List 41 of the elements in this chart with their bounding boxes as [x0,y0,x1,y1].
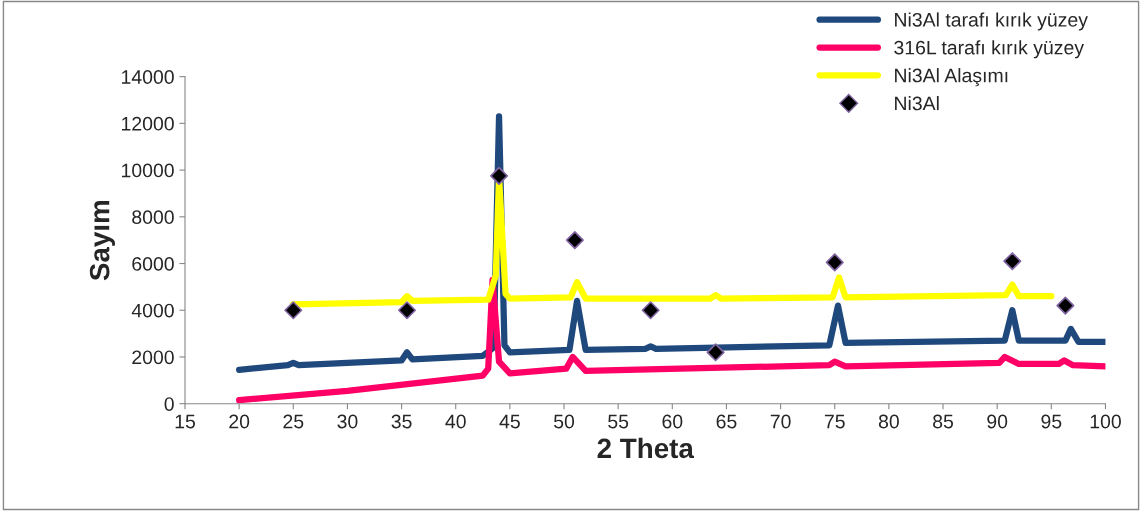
x-tick-label: 15 [175,414,195,429]
x-tick-label: 40 [445,414,466,429]
legend-label: Ni3Al tarafı kırık yüzey [895,12,1088,31]
point [1003,252,1022,271]
y-tick-label: 10000 [122,163,174,178]
x-tick-label: 90 [987,414,1008,429]
point [284,301,303,320]
x-tick-label: 70 [770,414,791,429]
point [825,253,844,272]
y-axis-title: Sayım [89,200,115,281]
x-axis-title: 2 Theta [597,437,695,459]
point [565,231,584,250]
y-tick-label: 14000 [122,70,174,84]
x-tick-label: 55 [608,414,629,429]
x-tick-label: 50 [553,414,575,429]
x-tick-label: 85 [933,414,954,429]
y-tick-label: 2000 [132,350,174,365]
y-tick-label: 0 [164,397,174,411]
y-tick-label: 8000 [132,210,174,225]
point [1056,296,1075,315]
point [489,166,509,185]
point [706,343,725,362]
x-tick-label: 60 [662,414,683,429]
point [397,301,417,320]
legend-label: Ni3Al Alaşımı [895,68,1008,87]
y-tick-label: 4000 [131,303,174,318]
point [641,301,660,320]
x-tick-label: 20 [229,414,250,429]
x-tick-label: 75 [824,414,845,429]
x-tick-label: 35 [391,414,412,429]
x-tick-label: 45 [499,414,520,429]
legend-label: Ni3Al [895,96,939,111]
x-tick-label: 95 [1041,414,1062,429]
y-tick-label: 6000 [132,257,174,271]
legend-label: 316L tarafı kırık yüzey [894,40,1084,59]
x-tick-label: 25 [283,414,304,429]
x-tick-label: 65 [716,414,737,429]
x-tick-label: 30 [337,414,358,429]
y-tick-label: 12000 [122,116,174,131]
x-tick-label: 80 [878,414,899,429]
x-tick-label: 100 [1090,414,1121,429]
